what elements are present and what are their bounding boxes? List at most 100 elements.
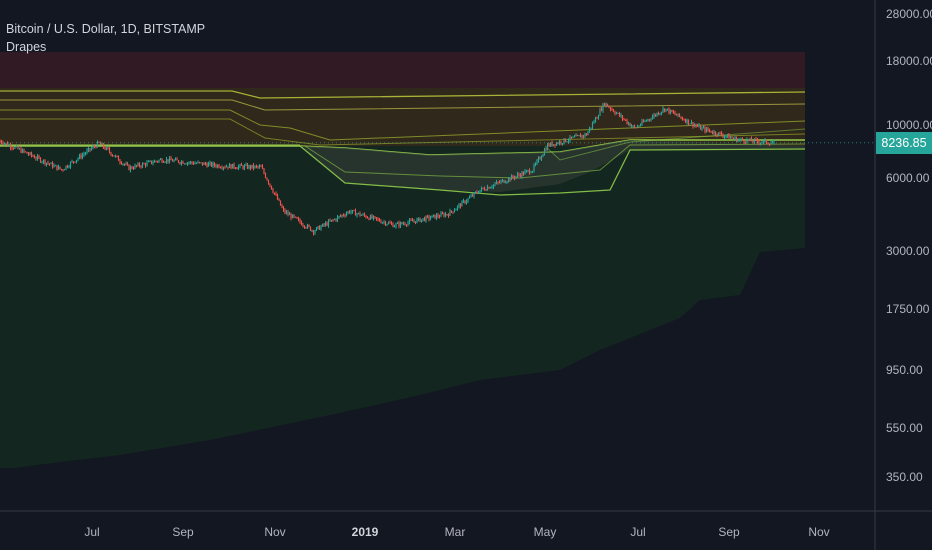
- candle-body: [563, 138, 565, 144]
- candle-body: [203, 162, 205, 165]
- candle-body: [3, 143, 6, 145]
- candle-body: [713, 131, 715, 134]
- symbol-title[interactable]: Bitcoin / U.S. Dollar, 1D, BITSTAMP: [6, 22, 206, 36]
- candle-body: [717, 132, 720, 136]
- candle-body: [72, 161, 75, 163]
- candle-body: [681, 117, 684, 120]
- candle-body: [0, 140, 3, 143]
- candle-body: [149, 160, 151, 162]
- candle-body: [365, 215, 367, 218]
- candle-body: [119, 160, 121, 163]
- time-tick-label: May: [534, 525, 557, 539]
- candle-body: [269, 183, 271, 186]
- candle-body: [44, 160, 46, 165]
- candle-body: [282, 207, 285, 210]
- candle-body: [240, 164, 243, 166]
- candle-body: [246, 164, 249, 169]
- candle-body: [324, 223, 327, 226]
- candle-body: [653, 114, 655, 117]
- candle-body: [227, 166, 229, 168]
- candle-body: [477, 192, 480, 194]
- candle-body: [153, 160, 156, 163]
- candle-body: [428, 216, 430, 219]
- candle-body: [279, 200, 282, 206]
- candle-body: [107, 147, 109, 150]
- candle-body: [645, 120, 648, 122]
- candle-body: [588, 128, 591, 132]
- candle-body: [284, 209, 286, 213]
- candle-body: [474, 192, 477, 194]
- candle-body: [14, 146, 16, 149]
- candle-body: [210, 162, 213, 167]
- candle-body: [647, 119, 649, 121]
- candle-body: [87, 148, 90, 151]
- candle-body: [491, 186, 493, 188]
- candle-body: [587, 131, 589, 136]
- channel-fill: [300, 140, 805, 192]
- candle-body: [336, 216, 339, 221]
- candle-body: [89, 148, 91, 150]
- candle-body: [116, 155, 118, 157]
- candle-body: [296, 217, 298, 219]
- candle-body: [648, 119, 651, 121]
- candle-body: [378, 219, 381, 222]
- price-axis[interactable]: 28000.00 18000.00 10000.00 6000.00 3000.00 17…: [886, 7, 932, 484]
- time-axis[interactable]: Jul Sep Nov 2019 Mar May Jul Sep Nov: [84, 525, 829, 539]
- candle-body: [399, 222, 402, 227]
- candle-body: [29, 152, 31, 155]
- candle-body: [177, 160, 180, 163]
- candle-body: [584, 133, 586, 137]
- candle-body: [720, 132, 723, 136]
- candle-body: [705, 128, 708, 132]
- candle-body: [738, 139, 741, 141]
- candle-body: [255, 165, 258, 167]
- candle-body: [435, 214, 438, 219]
- chart-legend: Bitcoin / U.S. Dollar, 1D, BITSTAMP Drap…: [6, 20, 205, 56]
- candle-body: [674, 112, 676, 115]
- candle-body: [95, 146, 97, 148]
- time-tick-label: Sep: [718, 525, 740, 539]
- candle-body: [384, 221, 387, 225]
- candle-body: [114, 155, 117, 157]
- candle-body: [755, 138, 757, 140]
- candle-body: [396, 222, 399, 224]
- indicator-label[interactable]: Drapes: [6, 40, 47, 54]
- candle-body: [294, 216, 297, 218]
- candle-body: [599, 109, 601, 116]
- candle-body: [332, 219, 334, 221]
- candle-body: [311, 230, 313, 232]
- candle-body: [543, 149, 546, 155]
- candle-body: [459, 204, 462, 207]
- candle-body: [456, 206, 459, 209]
- candle-body: [716, 134, 718, 136]
- candle-body: [252, 164, 255, 168]
- candle-body: [71, 161, 73, 163]
- candle-body: [483, 188, 486, 190]
- candle-body: [422, 218, 424, 220]
- upper-band-1: [0, 90, 806, 99]
- candle-body: [632, 125, 634, 127]
- candle-body: [414, 221, 417, 223]
- candle-body: [381, 222, 384, 224]
- candle-body: [36, 156, 39, 159]
- candle-body: [308, 225, 310, 227]
- candle-body: [144, 163, 147, 166]
- candle-body: [689, 123, 691, 125]
- candle-body: [102, 143, 105, 148]
- time-tick-label: Jul: [84, 525, 99, 539]
- candle-body: [357, 212, 360, 214]
- candle-body: [411, 220, 414, 222]
- candle-body: [132, 168, 135, 170]
- candle-body: [504, 182, 507, 184]
- candle-body: [366, 217, 369, 219]
- candle-body: [83, 153, 85, 155]
- candle-body: [170, 157, 172, 161]
- candle-body: [539, 157, 541, 160]
- candle-body: [192, 162, 195, 165]
- candle-body: [219, 167, 222, 169]
- candle-body: [507, 178, 510, 182]
- candle-body: [594, 117, 597, 122]
- candle-body: [9, 144, 12, 148]
- candle-body: [686, 119, 688, 123]
